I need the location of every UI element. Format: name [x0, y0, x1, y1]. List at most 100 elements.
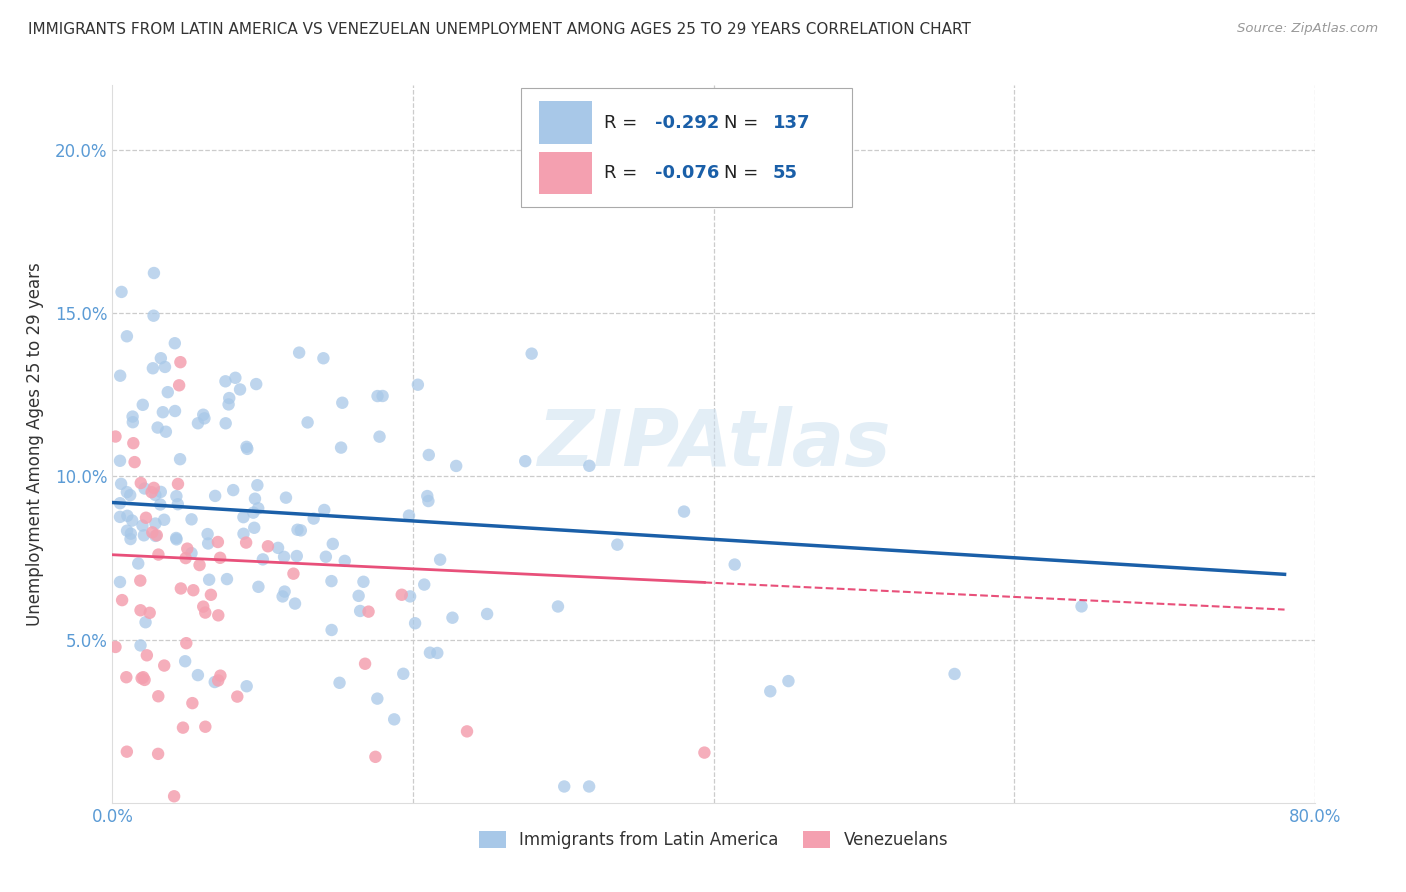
Point [368, 430, 391, 444]
Point [194, 606, 217, 620]
Legend: Immigrants from Latin America, Venezuelans: Immigrants from Latin America, Venezuela… [472, 824, 955, 855]
Point [176, 541, 198, 556]
Point [120, 526, 142, 541]
Point [204, 675, 226, 690]
Point [271, 590, 294, 604]
Text: 55: 55 [772, 164, 797, 182]
Point [180, 546, 202, 560]
Point [132, 528, 155, 542]
Point [169, 355, 191, 369]
Point [347, 589, 370, 603]
Point [138, 606, 160, 620]
Text: R =: R = [605, 114, 643, 132]
Point [134, 482, 156, 496]
Point [131, 518, 153, 533]
Point [135, 615, 157, 630]
Point [398, 508, 420, 523]
Y-axis label: Unemployment Among Ages 25 to 29 years: Unemployment Among Ages 25 to 29 years [25, 262, 44, 625]
Point [778, 674, 800, 689]
Point [129, 603, 152, 617]
Point [1070, 599, 1092, 614]
Point [333, 554, 356, 568]
Point [111, 593, 134, 607]
Point [167, 378, 190, 392]
Point [193, 411, 215, 425]
FancyBboxPatch shape [540, 102, 592, 144]
Point [242, 506, 264, 520]
Point [198, 573, 221, 587]
Point [115, 745, 138, 759]
Point [135, 648, 157, 663]
Point [247, 580, 270, 594]
Text: N =: N = [724, 164, 765, 182]
Point [267, 541, 290, 555]
Point [247, 501, 270, 516]
Point [115, 670, 138, 684]
Point [236, 442, 259, 456]
Point [290, 524, 312, 538]
Point [108, 454, 131, 468]
Point [193, 408, 215, 422]
Point [146, 528, 169, 542]
Point [578, 458, 600, 473]
Point [120, 532, 142, 546]
Point [229, 383, 252, 397]
Point [163, 404, 186, 418]
Point [226, 690, 249, 704]
Point [188, 558, 211, 572]
Point [330, 396, 353, 410]
Point [273, 584, 295, 599]
Point [215, 417, 238, 431]
Point [302, 511, 325, 525]
Point [321, 574, 343, 588]
Point [215, 572, 238, 586]
Point [419, 646, 441, 660]
Point [207, 535, 229, 549]
Point [166, 533, 188, 547]
Point [288, 345, 311, 359]
Point [129, 475, 152, 490]
Point [127, 557, 149, 571]
Point [141, 485, 163, 500]
Point [475, 607, 498, 621]
Point [349, 604, 371, 618]
Point [117, 508, 139, 523]
Point [163, 789, 186, 804]
Point [321, 623, 343, 637]
Point [193, 599, 215, 614]
Point [169, 452, 191, 467]
Point [141, 525, 163, 540]
Point [108, 574, 131, 589]
Point [209, 550, 232, 565]
Point [176, 636, 198, 650]
Point [155, 425, 177, 439]
Point [547, 599, 569, 614]
Point [515, 454, 537, 468]
Point [142, 309, 165, 323]
Point [273, 549, 295, 564]
Point [416, 489, 439, 503]
Point [152, 405, 174, 419]
Point [330, 441, 353, 455]
Point [108, 509, 131, 524]
Point [399, 590, 422, 604]
Point [232, 526, 254, 541]
Point [149, 484, 172, 499]
Point [174, 551, 197, 566]
Point [578, 780, 600, 794]
Point [181, 696, 204, 710]
Text: -0.292: -0.292 [655, 114, 718, 132]
Text: ZIPAtlas: ZIPAtlas [537, 406, 890, 482]
Point [235, 440, 257, 454]
Point [120, 488, 142, 502]
Point [149, 351, 172, 366]
Point [429, 552, 451, 566]
Point [122, 436, 145, 450]
Point [180, 512, 202, 526]
Point [371, 389, 394, 403]
Point [115, 524, 138, 538]
Point [235, 535, 257, 549]
Point [222, 483, 245, 497]
Point [207, 673, 229, 688]
Point [418, 448, 440, 462]
